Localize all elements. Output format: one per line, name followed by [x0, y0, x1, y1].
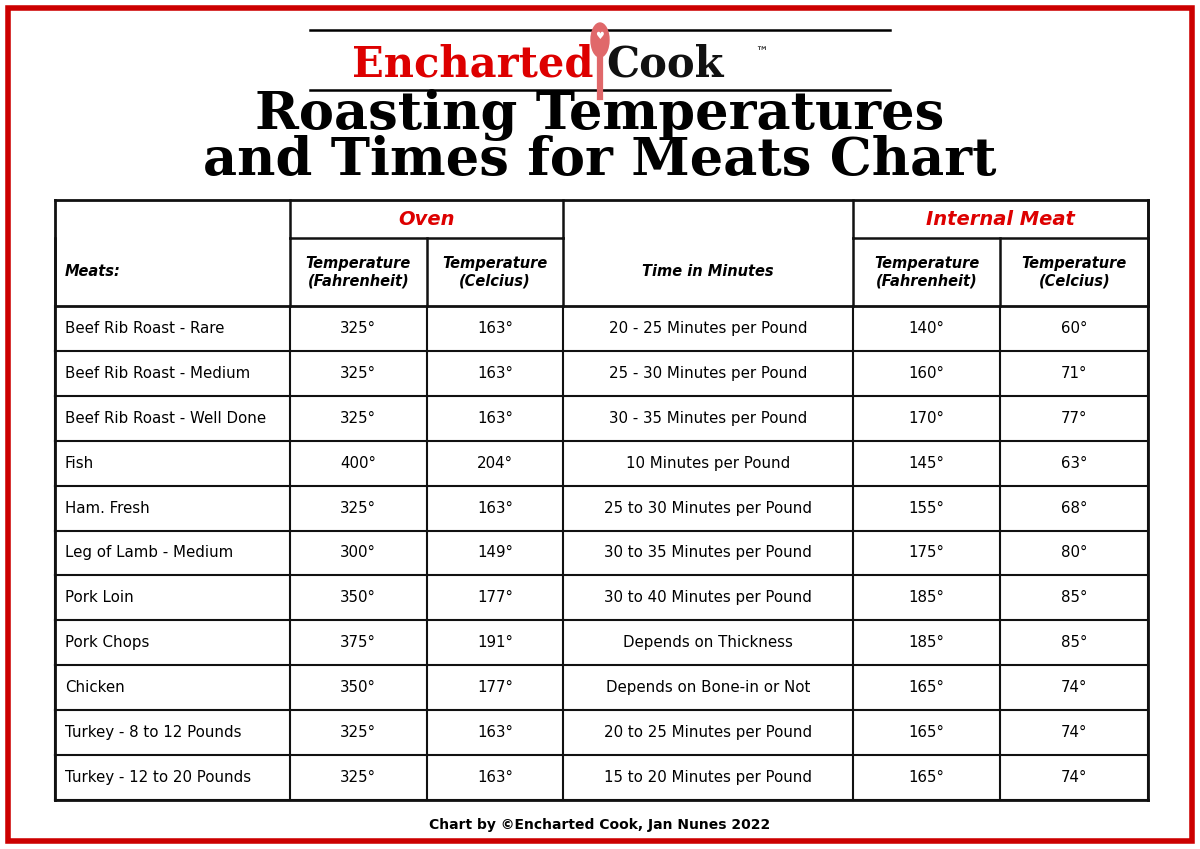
- Text: Beef Rib Roast - Medium: Beef Rib Roast - Medium: [65, 366, 251, 381]
- Text: Internal Meat: Internal Meat: [926, 210, 1075, 228]
- Text: 165°: 165°: [908, 680, 944, 695]
- Text: 30 to 40 Minutes per Pound: 30 to 40 Minutes per Pound: [604, 590, 812, 605]
- Text: 74°: 74°: [1061, 725, 1087, 740]
- Text: 25 - 30 Minutes per Pound: 25 - 30 Minutes per Pound: [608, 366, 808, 381]
- Text: 140°: 140°: [908, 321, 944, 336]
- Text: Depends on Thickness: Depends on Thickness: [623, 635, 793, 650]
- Text: 60°: 60°: [1061, 321, 1087, 336]
- Text: Oven: Oven: [398, 210, 455, 228]
- Text: 325°: 325°: [341, 725, 377, 740]
- Text: Beef Rib Roast - Rare: Beef Rib Roast - Rare: [65, 321, 224, 336]
- Text: Temperature
(Celcius): Temperature (Celcius): [443, 256, 547, 288]
- Text: 71°: 71°: [1061, 366, 1087, 381]
- Text: Meats:: Meats:: [65, 265, 121, 279]
- Text: Cook: Cook: [606, 43, 724, 85]
- Text: Temperature
(Fahrenheit): Temperature (Fahrenheit): [306, 256, 410, 288]
- Text: Turkey - 12 to 20 Pounds: Turkey - 12 to 20 Pounds: [65, 770, 251, 785]
- Text: 170°: 170°: [908, 411, 944, 425]
- Text: 68°: 68°: [1061, 501, 1087, 515]
- Text: and Times for Meats Chart: and Times for Meats Chart: [203, 134, 997, 185]
- Text: 145°: 145°: [908, 456, 944, 470]
- Text: 177°: 177°: [476, 590, 512, 605]
- Text: Beef Rib Roast - Well Done: Beef Rib Roast - Well Done: [65, 411, 266, 425]
- Text: 163°: 163°: [476, 770, 512, 785]
- Text: 400°: 400°: [341, 456, 377, 470]
- Text: 191°: 191°: [476, 635, 512, 650]
- Ellipse shape: [592, 23, 610, 57]
- Text: Encharted: Encharted: [353, 43, 594, 85]
- Text: 350°: 350°: [341, 680, 377, 695]
- Text: 85°: 85°: [1061, 590, 1087, 605]
- Text: 63°: 63°: [1061, 456, 1087, 470]
- Text: Chicken: Chicken: [65, 680, 125, 695]
- Text: 74°: 74°: [1061, 680, 1087, 695]
- Text: 85°: 85°: [1061, 635, 1087, 650]
- Text: Ham. Fresh: Ham. Fresh: [65, 501, 150, 515]
- Text: 325°: 325°: [341, 321, 377, 336]
- Text: 185°: 185°: [908, 635, 944, 650]
- Text: 325°: 325°: [341, 770, 377, 785]
- Text: Turkey - 8 to 12 Pounds: Turkey - 8 to 12 Pounds: [65, 725, 241, 740]
- Text: 175°: 175°: [908, 546, 944, 560]
- Text: 177°: 177°: [476, 680, 512, 695]
- Text: 30 - 35 Minutes per Pound: 30 - 35 Minutes per Pound: [608, 411, 808, 425]
- Text: 165°: 165°: [908, 725, 944, 740]
- Text: 204°: 204°: [476, 456, 512, 470]
- Text: 20 - 25 Minutes per Pound: 20 - 25 Minutes per Pound: [608, 321, 808, 336]
- Text: 163°: 163°: [476, 501, 512, 515]
- Text: 25 to 30 Minutes per Pound: 25 to 30 Minutes per Pound: [604, 501, 812, 515]
- Text: 375°: 375°: [341, 635, 377, 650]
- Text: 325°: 325°: [341, 411, 377, 425]
- Text: 300°: 300°: [341, 546, 377, 560]
- Text: 350°: 350°: [341, 590, 377, 605]
- Text: 155°: 155°: [908, 501, 944, 515]
- Text: 15 to 20 Minutes per Pound: 15 to 20 Minutes per Pound: [604, 770, 812, 785]
- Text: 163°: 163°: [476, 411, 512, 425]
- Text: 185°: 185°: [908, 590, 944, 605]
- Text: ♥: ♥: [595, 31, 605, 41]
- Text: Leg of Lamb - Medium: Leg of Lamb - Medium: [65, 546, 233, 560]
- Text: 10 Minutes per Pound: 10 Minutes per Pound: [626, 456, 790, 470]
- Text: Time in Minutes: Time in Minutes: [642, 265, 774, 279]
- Text: Pork Chops: Pork Chops: [65, 635, 149, 650]
- Text: 77°: 77°: [1061, 411, 1087, 425]
- Text: 163°: 163°: [476, 321, 512, 336]
- Text: 20 to 25 Minutes per Pound: 20 to 25 Minutes per Pound: [604, 725, 812, 740]
- Text: Temperature
(Celcius): Temperature (Celcius): [1021, 256, 1127, 288]
- Text: 80°: 80°: [1061, 546, 1087, 560]
- Text: 163°: 163°: [476, 366, 512, 381]
- Text: 30 to 35 Minutes per Pound: 30 to 35 Minutes per Pound: [604, 546, 812, 560]
- Text: 325°: 325°: [341, 366, 377, 381]
- Text: Fish: Fish: [65, 456, 95, 470]
- Text: Depends on Bone-in or Not: Depends on Bone-in or Not: [606, 680, 810, 695]
- Text: Roasting Temperatures: Roasting Temperatures: [256, 89, 944, 141]
- Text: 149°: 149°: [476, 546, 512, 560]
- Text: 165°: 165°: [908, 770, 944, 785]
- Text: 163°: 163°: [476, 725, 512, 740]
- Text: 160°: 160°: [908, 366, 944, 381]
- Text: 325°: 325°: [341, 501, 377, 515]
- Text: Temperature
(Fahrenheit): Temperature (Fahrenheit): [874, 256, 979, 288]
- Text: 74°: 74°: [1061, 770, 1087, 785]
- Text: Pork Loin: Pork Loin: [65, 590, 133, 605]
- Text: Chart by ©Encharted Cook, Jan Nunes 2022: Chart by ©Encharted Cook, Jan Nunes 2022: [430, 818, 770, 832]
- Text: ™: ™: [755, 46, 768, 59]
